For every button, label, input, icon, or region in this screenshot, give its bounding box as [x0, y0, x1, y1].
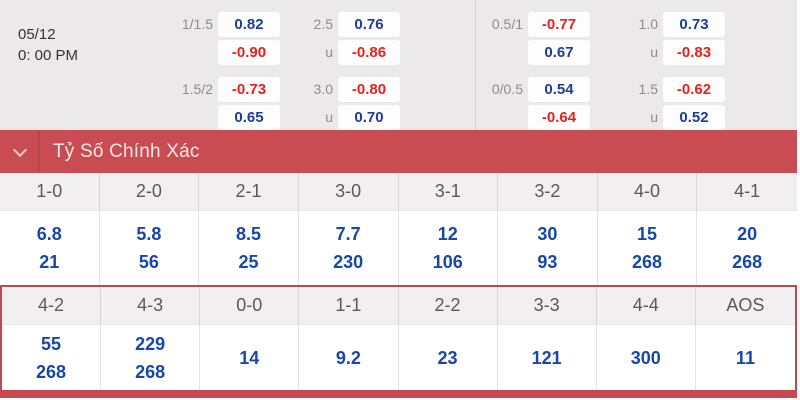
total-odds-button[interactable]: 0.73 [663, 12, 725, 37]
total-odds-button[interactable]: 0.70 [338, 105, 400, 130]
score-odds-cell[interactable]: 300 [597, 325, 696, 390]
under-label: u [325, 109, 333, 125]
score-odds-cell[interactable]: 23 [399, 325, 498, 390]
handicap-line-label: 0.5/1 [491, 16, 523, 32]
score-odds-cell[interactable]: 6.8 21 [0, 211, 100, 285]
handicap-odds-button[interactable]: 0.54 [528, 77, 590, 102]
score-header: 0-0 [200, 287, 300, 324]
score-header: 4-4 [597, 287, 696, 324]
score-header: 4-0 [598, 173, 698, 210]
score-header: 1-0 [0, 173, 100, 210]
handicap-line-label: 1/1.5 [181, 16, 213, 32]
handicap-odds-button[interactable]: 0.65 [218, 105, 280, 130]
total-odds-button[interactable]: 0.76 [338, 12, 400, 37]
score-odds-cell[interactable]: 55 268 [2, 325, 102, 390]
total-odds-button[interactable]: -0.83 [663, 40, 725, 65]
under-label: u [650, 109, 658, 125]
score-odds-cell[interactable]: 5.8 56 [100, 211, 200, 285]
total-odds-button[interactable]: -0.62 [663, 77, 725, 102]
match-time: 0: 00 PM [18, 47, 79, 64]
score-odds-cell[interactable]: 229 268 [101, 325, 201, 390]
score-header: 1-1 [299, 287, 399, 324]
odds-cluster: 1.5/2 -0.73 0.65 3.0 u -0.80 0.70 [163, 77, 400, 130]
score-header: 2-1 [199, 173, 299, 210]
score-header: 3-3 [498, 287, 597, 324]
under-label: u [325, 44, 333, 60]
score-header: 4-2 [2, 287, 102, 324]
odds-cluster: 0/0.5 0.54 -0.64 1.5 u -0.62 0.52 [473, 77, 725, 130]
score-header: 3-2 [498, 173, 598, 210]
score-odds-cell[interactable]: 14 [200, 325, 300, 390]
odds-cluster: 1/1.5 0.82 -0.90 2.5 u 0.76 -0.86 [163, 12, 400, 65]
match-odds-panel: 05/12 0: 00 PM 1/1.5 0.82 -0.90 2.5 u 0.… [0, 0, 797, 130]
handicap-odds-button[interactable]: -0.77 [528, 12, 590, 37]
panel-divider [475, 0, 476, 130]
score-odds-cell[interactable]: 9.2 [299, 325, 399, 390]
total-odds-button[interactable]: 0.52 [663, 105, 725, 130]
correct-score-table-1: 1-0 2-0 2-1 3-0 3-1 3-2 4-0 4-1 6.8 21 5.… [0, 173, 797, 285]
score-header: 2-0 [100, 173, 200, 210]
score-header-row: 4-2 4-3 0-0 1-1 2-2 3-3 4-4 AOS [2, 287, 795, 325]
score-odds-cell[interactable]: 30 93 [498, 211, 598, 285]
banner-divider [38, 130, 40, 173]
bottom-accent-bar [0, 390, 797, 398]
match-info: 05/12 0: 00 PM [18, 24, 78, 66]
score-odds-cell[interactable]: 11 [735, 347, 755, 368]
handicap-odds-button[interactable]: -0.64 [528, 105, 590, 130]
handicap-line-label: 0/0.5 [491, 81, 523, 97]
handicap-odds-button[interactable]: 0.82 [218, 12, 280, 37]
score-header: 2-2 [399, 287, 498, 324]
total-line-label: 2.5 [313, 16, 333, 32]
score-odds-cell[interactable]: 7.7 230 [299, 211, 399, 285]
score-header: AOS [726, 295, 765, 315]
score-odds-row: 6.8 21 5.8 56 8.5 25 7.7 230 12 106 30 93 15 26… [0, 211, 797, 285]
correct-score-table-2: 4-2 4-3 0-0 1-1 2-2 3-3 4-4 AOS 55 268 22… [0, 285, 797, 390]
total-line-label: 3.0 [313, 81, 333, 97]
score-header: 4-1 [734, 181, 761, 201]
score-header: 3-1 [399, 173, 499, 210]
handicap-odds-button[interactable]: 0.67 [528, 40, 590, 65]
total-line-label: 1.0 [638, 16, 658, 32]
handicap-odds-button[interactable]: -0.90 [218, 40, 280, 65]
total-line-label: 1.5 [638, 81, 658, 97]
score-header-row: 1-0 2-0 2-1 3-0 3-1 3-2 4-0 4-1 [0, 173, 797, 211]
chevron-down-icon[interactable] [12, 142, 28, 158]
score-odds-cell[interactable]: 121 [498, 325, 597, 390]
odds-cluster: 0.5/1 -0.77 0.67 1.0 u 0.73 -0.83 [473, 12, 725, 65]
handicap-line-label: 1.5/2 [181, 81, 213, 97]
score-header: 4-3 [101, 287, 201, 324]
section-title: Tỷ Số Chính Xác [53, 140, 200, 162]
score-odds-cell[interactable]: 12 106 [399, 211, 499, 285]
total-odds-button[interactable]: -0.80 [338, 77, 400, 102]
match-date: 05/12 [18, 26, 56, 43]
score-odds-cell[interactable]: 8.5 25 [199, 211, 299, 285]
score-odds-cell[interactable]: 20 268 [732, 224, 763, 272]
score-odds-cell[interactable]: 15 268 [598, 211, 698, 285]
score-header: 3-0 [299, 173, 399, 210]
score-odds-row: 55 268 229 268 14 9.2 23 121 300 11 [2, 325, 795, 390]
section-banner: Tỷ Số Chính Xác [0, 130, 797, 173]
under-label: u [650, 44, 658, 60]
handicap-odds-button[interactable]: -0.73 [218, 77, 280, 102]
total-odds-button[interactable]: -0.86 [338, 40, 400, 65]
